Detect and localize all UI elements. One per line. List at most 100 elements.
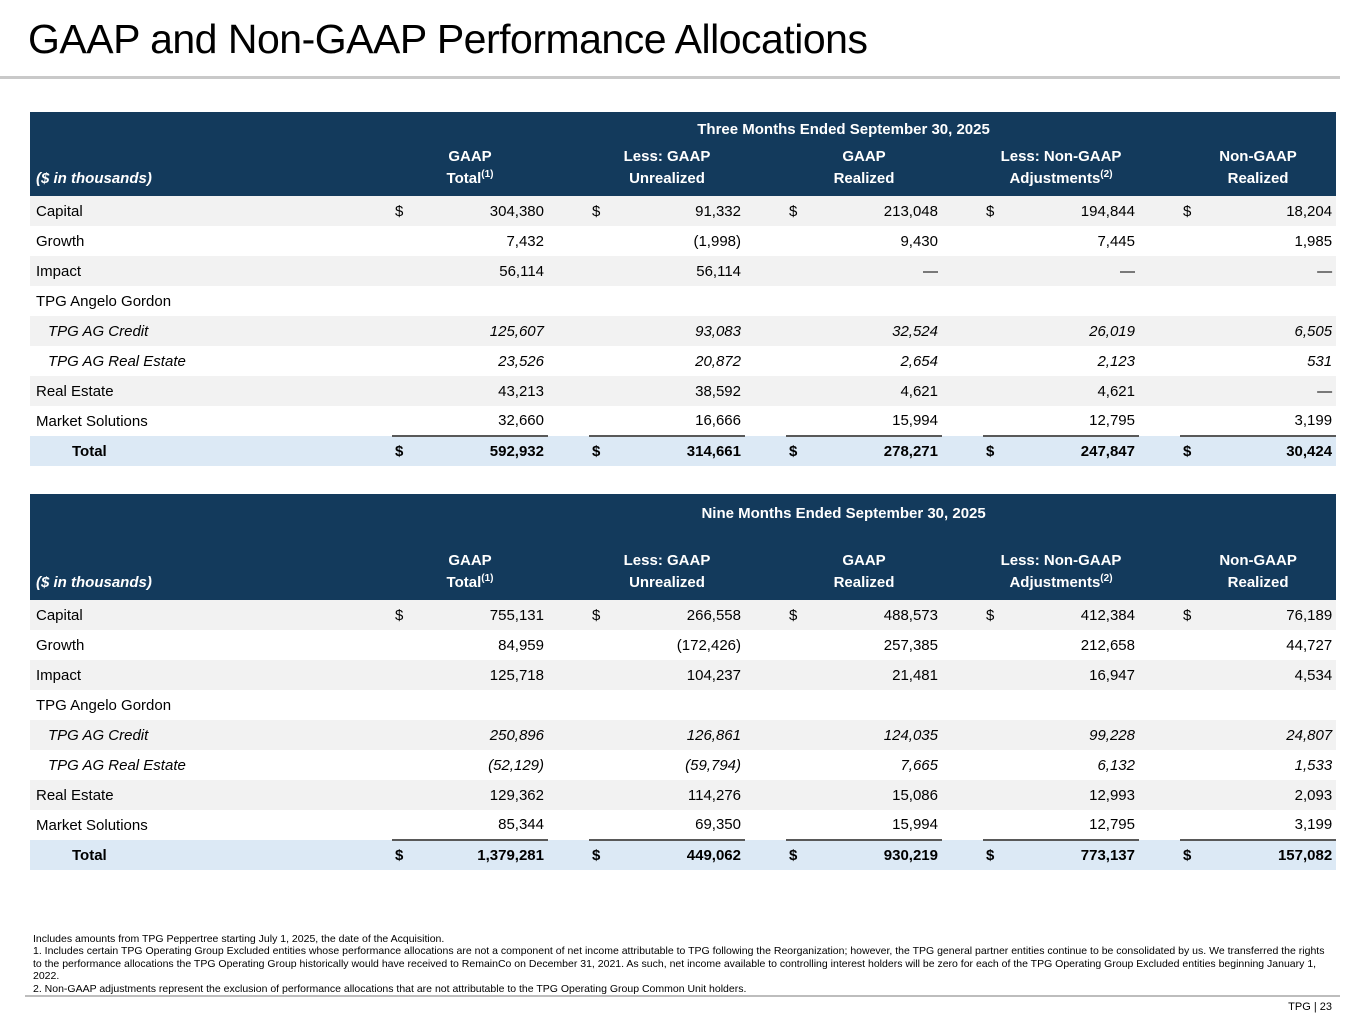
column-header-line2: Realized — [1180, 571, 1336, 600]
cell-value — [633, 690, 745, 720]
tables-container: Three Months Ended September 30, 2025 GAA… — [30, 112, 1337, 870]
cell-gap — [942, 720, 983, 750]
row-label: Capital — [36, 606, 83, 624]
cell-gap — [351, 720, 392, 750]
cell-gap — [1139, 690, 1180, 720]
cell-gap — [942, 316, 983, 346]
cell-value: 114,276 — [687, 786, 741, 804]
cell-gap — [548, 196, 589, 226]
cell-gap — [1139, 196, 1180, 226]
header-gap — [745, 545, 786, 571]
column-header-line2: Total(1) — [392, 167, 548, 196]
cell-value: 56,114 — [696, 262, 741, 280]
cell-gap — [745, 810, 786, 840]
cell-value: 1,985 — [1294, 232, 1333, 250]
dollar-sign — [392, 286, 436, 316]
dollar-sign: $ — [395, 606, 404, 624]
dollar-sign — [1180, 630, 1224, 660]
cell-gap — [548, 810, 589, 840]
cell-gap — [745, 690, 786, 720]
dollar-sign — [589, 810, 633, 840]
header-gap — [942, 167, 983, 196]
cell-value: 21,481 — [892, 666, 938, 684]
dollar-sign — [983, 690, 1027, 720]
cell-gap — [745, 720, 786, 750]
dollar-sign: $ — [1183, 606, 1192, 624]
cell-gap — [745, 196, 786, 226]
row-label: TPG AG Credit — [48, 322, 149, 340]
cell-gap — [548, 436, 589, 466]
dollar-sign — [1180, 316, 1224, 346]
dollar-sign — [392, 316, 436, 346]
cell-value: 4,534 — [1294, 666, 1333, 684]
dollar-sign: $ — [1183, 202, 1192, 220]
footnote-reference: (1) — [481, 573, 494, 584]
header-gap — [1139, 571, 1180, 600]
cell-gap — [1139, 316, 1180, 346]
cell-value: 15,994 — [892, 412, 938, 429]
header-gap — [942, 545, 983, 571]
row-label: Growth — [36, 636, 85, 654]
cell-gap — [1139, 376, 1180, 406]
table-row: TPG Angelo Gordon — [30, 286, 1336, 316]
cell-value — [830, 690, 942, 720]
dollar-sign — [786, 346, 830, 376]
dollar-sign — [589, 286, 633, 316]
cell-value: 23,526 — [498, 352, 544, 370]
cell-gap — [548, 780, 589, 810]
cell-value: 18,204 — [1286, 202, 1333, 220]
dollar-sign — [392, 376, 436, 406]
column-header-line1: Less: Non-GAAP — [1000, 148, 1122, 165]
cell-gap — [351, 600, 392, 630]
dollar-sign: $ — [786, 839, 830, 870]
footnote-line: 1. Includes certain TPG Operating Group … — [33, 945, 1325, 983]
dollar-sign — [983, 660, 1027, 690]
page-number: TPG | 23 — [1288, 1001, 1332, 1013]
column-header-row-2: ($ in thousands) Total(1) Unrealized Realiz… — [30, 167, 1336, 196]
dollar-sign — [983, 376, 1027, 406]
cell-gap — [351, 316, 392, 346]
cell-gap — [351, 376, 392, 406]
row-label: Capital — [36, 202, 83, 220]
cell-gap — [351, 406, 392, 436]
dollar-sign — [589, 780, 633, 810]
column-header-text: Realized — [1227, 574, 1289, 591]
column-header-line1: GAAP — [448, 148, 492, 165]
dollar-sign — [1180, 256, 1224, 286]
column-header-row-1: GAAP Less: GAAP GAAP Less: Non-GAAP Non-GAAP — [30, 545, 1336, 571]
dollar-sign — [589, 346, 633, 376]
dollar-sign — [589, 630, 633, 660]
table-row: Real Estate 129,362 114,276 15,086 12,993 2,0… — [30, 780, 1337, 810]
cell-value: 32,524 — [892, 322, 938, 340]
cell-gap — [745, 376, 786, 406]
total-label: Total — [72, 442, 107, 460]
cell-gap — [745, 286, 786, 316]
total-label: Total — [72, 846, 107, 864]
cell-gap — [745, 256, 786, 286]
dollar-sign — [983, 226, 1027, 256]
cell-gap — [745, 316, 786, 346]
header-spacer — [30, 141, 351, 167]
cell-gap — [942, 406, 983, 436]
dollar-sign — [786, 256, 830, 286]
cell-value: 3,199 — [1294, 816, 1333, 833]
dollar-sign — [1180, 780, 1224, 810]
cell-gap — [548, 630, 589, 660]
cell-gap — [351, 226, 392, 256]
title-divider — [0, 76, 1340, 79]
cell-gap — [351, 436, 392, 466]
table-row: Market Solutions 85,344 69,350 15,994 12,795… — [30, 810, 1336, 840]
cell-value — [1224, 690, 1336, 720]
cell-gap — [351, 256, 392, 286]
cell-value: 76,189 — [1286, 606, 1333, 624]
cell-value: 126,861 — [686, 726, 741, 744]
dollar-sign — [392, 346, 436, 376]
cell-value: 56,114 — [499, 262, 544, 280]
dollar-sign — [983, 780, 1027, 810]
cell-value: — — [1317, 262, 1333, 280]
column-header-row-1: GAAP Less: GAAP GAAP Less: Non-GAAP Non-GAAP — [30, 141, 1336, 167]
cell-value — [633, 286, 745, 316]
header-gap — [942, 141, 983, 167]
cell-gap — [942, 810, 983, 840]
dollar-sign — [983, 346, 1027, 376]
